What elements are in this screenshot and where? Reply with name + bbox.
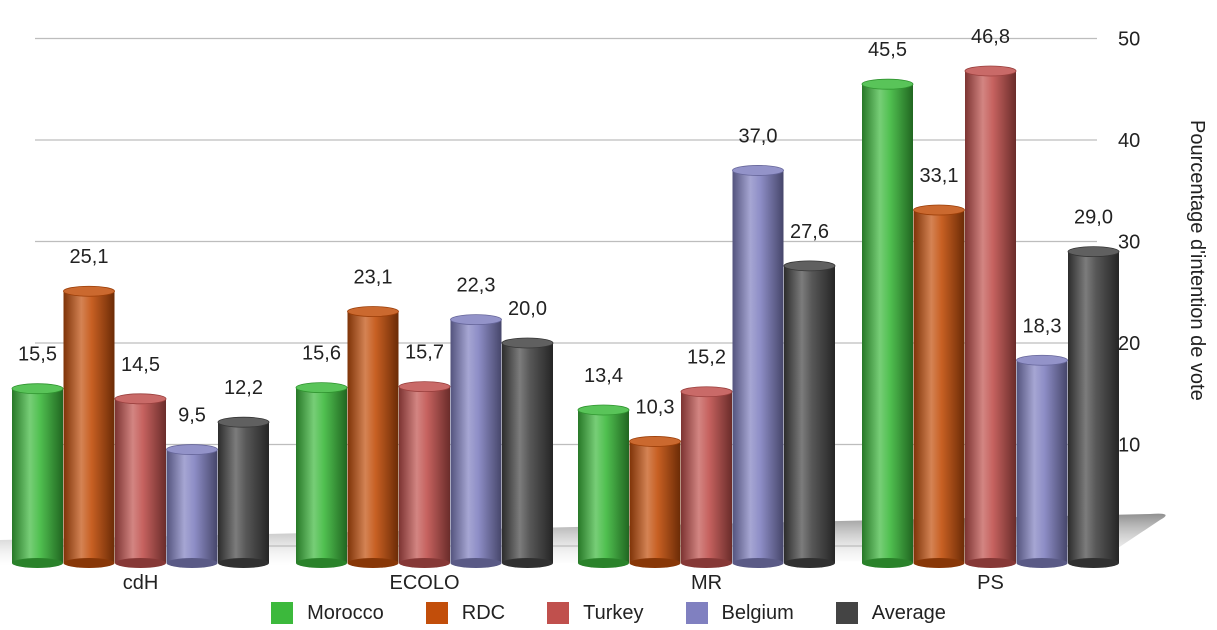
bar-ecolo-rdc	[347, 306, 399, 568]
bar-ps-morocco	[861, 78, 914, 568]
y-tick-label: 10	[1118, 435, 1140, 457]
bar-cdh-rdc	[63, 285, 115, 568]
data-label: 15,7	[405, 342, 444, 364]
legend-label: Belgium	[721, 601, 794, 624]
bar-cdh-average	[217, 416, 270, 568]
bar-mr-belgium	[732, 165, 784, 568]
data-label: 18,3	[1023, 315, 1062, 337]
y-tick-label: 40	[1118, 130, 1140, 152]
legend-label: Turkey	[583, 601, 644, 624]
x-category-label: cdH	[123, 572, 159, 594]
legend-item-average: Average	[835, 601, 946, 625]
data-label: 15,6	[302, 343, 341, 365]
legend: Morocco RDC Turkey Belgium Average	[0, 598, 1217, 628]
y-tick-label: 30	[1118, 232, 1140, 254]
y-tick-label: 50	[1118, 29, 1140, 51]
y-tick-label: 20	[1118, 333, 1140, 355]
x-category-label: PS	[977, 572, 1004, 594]
data-label: 9,5	[178, 405, 206, 427]
y-axis-title: Pourcentage d'intention de vote	[1186, 120, 1208, 401]
legend-swatch	[425, 602, 448, 624]
legend-label: Average	[871, 601, 946, 624]
data-label: 10,3	[636, 396, 675, 418]
data-label: 33,1	[920, 165, 959, 187]
bar-cdh-belgium	[166, 444, 218, 568]
bar-ecolo-turkey	[398, 381, 451, 568]
data-label: 15,5	[18, 344, 57, 366]
bar-ps-belgium	[1016, 354, 1068, 568]
data-label: 12,2	[224, 377, 263, 399]
legend-swatch	[685, 602, 708, 624]
data-label: 20,0	[508, 298, 547, 320]
bar-mr-morocco	[577, 404, 630, 568]
bar-ecolo-belgium	[450, 314, 502, 568]
bar-ps-rdc	[913, 204, 965, 568]
legend-label: RDC	[461, 601, 506, 624]
legend-swatch	[271, 602, 294, 624]
legend-item-morocco: Morocco	[271, 602, 384, 625]
bar-mr-rdc	[629, 436, 681, 568]
data-label: 27,6	[790, 221, 829, 243]
data-label: 23,1	[354, 267, 393, 289]
bar-ps-average	[1067, 246, 1120, 568]
legend-item-rdc: RDC	[425, 601, 506, 625]
bar-mr-average	[783, 260, 836, 568]
legend-label: Morocco	[307, 601, 384, 624]
bar-cdh-morocco	[11, 383, 64, 568]
data-label: 22,3	[457, 275, 496, 297]
bar-ecolo-average	[501, 337, 554, 568]
data-label: 13,4	[584, 365, 623, 387]
data-label: 46,8	[971, 26, 1010, 48]
legend-item-belgium: Belgium	[685, 601, 794, 625]
legend-swatch	[547, 602, 570, 624]
bar-ecolo-morocco	[295, 382, 348, 568]
data-label: 25,1	[70, 246, 109, 268]
bar-ps-turkey	[964, 65, 1017, 568]
data-label: 29,0	[1074, 207, 1113, 229]
data-label: 15,2	[687, 347, 726, 369]
legend-swatch	[835, 602, 858, 624]
data-label: 45,5	[868, 39, 907, 61]
data-label: 37,0	[739, 125, 778, 147]
bar-cdh-turkey	[114, 393, 167, 568]
x-category-label: ECOLO	[389, 572, 459, 594]
bar-mr-turkey	[680, 386, 733, 568]
x-category-label: MR	[691, 572, 722, 594]
data-label: 14,5	[121, 354, 160, 376]
legend-item-turkey: Turkey	[547, 601, 644, 625]
bar-chart-plot: 10 20 30 40 50 15,5 25,1 14,5 9,5 12,2 cdH 15,6 23,…	[0, 26, 1208, 594]
